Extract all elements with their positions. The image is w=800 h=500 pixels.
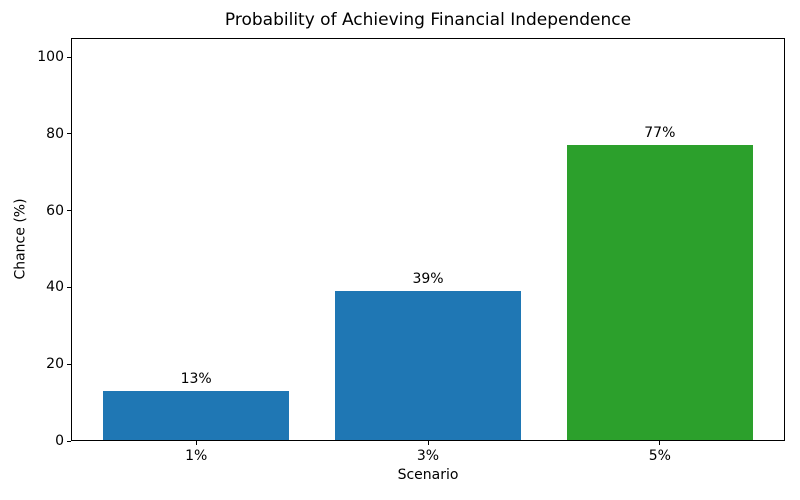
bar <box>103 391 289 441</box>
y-tick-label: 80 <box>46 125 64 142</box>
y-tick-mark <box>67 440 71 442</box>
y-tick-mark <box>67 286 71 288</box>
bar <box>335 291 521 441</box>
plot-area <box>71 38 785 441</box>
y-tick-mark <box>67 210 71 212</box>
y-tick-label: 20 <box>46 356 64 373</box>
x-tick-mark <box>195 441 197 445</box>
x-axis-label: Scenario <box>397 467 459 483</box>
y-tick-mark <box>67 133 71 135</box>
y-tick-label: 60 <box>46 202 64 219</box>
bar-value-label: 39% <box>412 271 444 288</box>
y-tick-label: 100 <box>37 49 64 66</box>
bar-value-label: 13% <box>180 371 212 388</box>
y-tick-label: 40 <box>46 279 64 296</box>
bar <box>567 145 753 441</box>
bar-value-label: 77% <box>644 125 676 142</box>
y-tick-mark <box>67 56 71 58</box>
x-tick-mark <box>659 441 661 445</box>
x-tick-label: 3% <box>416 448 440 464</box>
x-tick-mark <box>427 441 429 445</box>
chart-title: Probability of Achieving Financial Indep… <box>224 10 632 30</box>
x-tick-label: 5% <box>648 448 671 464</box>
y-tick-mark <box>67 363 71 365</box>
x-tick-label: 1% <box>185 448 208 464</box>
y-tick-label: 0 <box>55 433 64 449</box>
